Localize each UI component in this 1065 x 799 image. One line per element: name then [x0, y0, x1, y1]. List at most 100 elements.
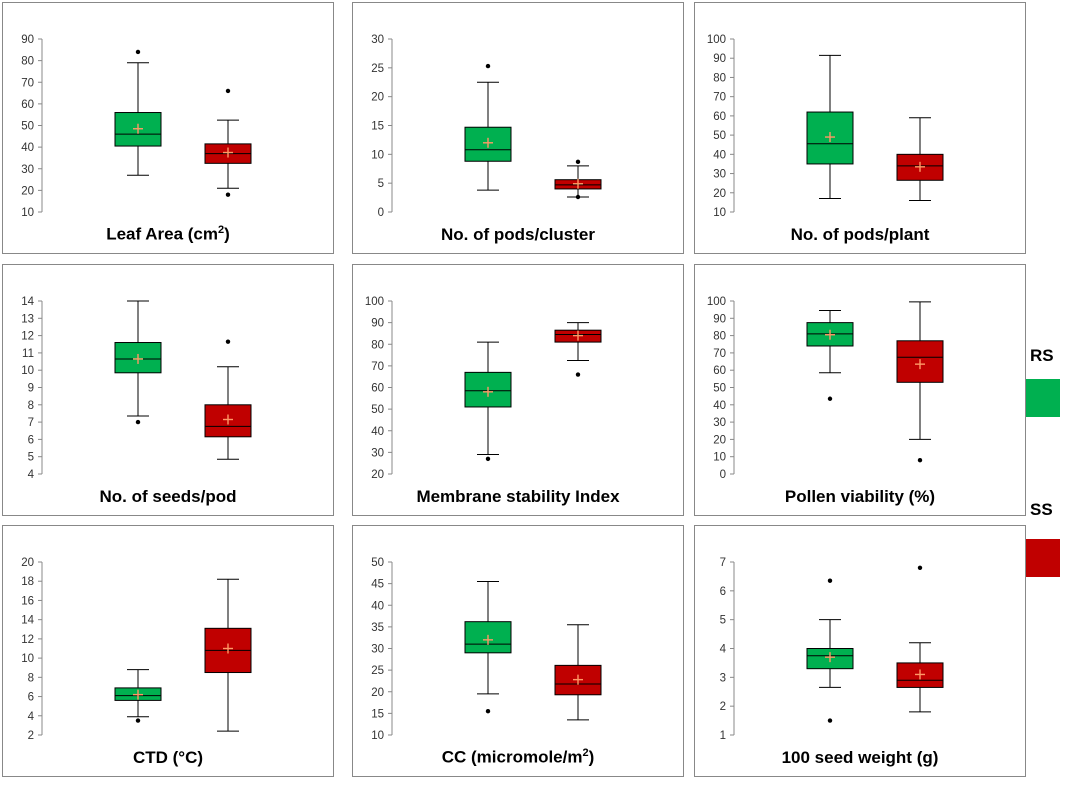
y-tick-label: 15 [371, 121, 384, 133]
y-tick-label: 20 [371, 687, 384, 699]
y-tick-label: 16 [21, 595, 34, 607]
box-rs [114, 669, 162, 723]
y-tick-label: 30 [371, 447, 384, 459]
box-ss [204, 88, 252, 197]
y-tick-label: 90 [371, 318, 384, 330]
outlier-point [485, 709, 491, 714]
y-tick-label: 40 [713, 400, 726, 412]
chart-title-suffix: ) [588, 748, 595, 767]
chart-panel-9: 1 2 3 4 5 6 7 100 seed weight (g) [694, 525, 1026, 777]
y-tick-label: 2 [720, 701, 726, 713]
chart-title-text: Pollen viability (%) [784, 487, 936, 506]
y-tick-label: 12 [21, 634, 34, 646]
box-rs [806, 54, 854, 200]
y-tick-label: 100 [365, 296, 384, 308]
y-tick-label: 20 [371, 469, 384, 481]
chart-title-text: No. of pods/plant [790, 225, 930, 244]
y-tick-label: 20 [21, 557, 34, 569]
chart-title: CC (micromole/m2) [353, 747, 683, 768]
y-tick-label: 10 [21, 653, 34, 665]
outlier-point [485, 456, 491, 462]
y-tick-label: 6 [720, 586, 726, 598]
y-tick-label: 5 [720, 615, 726, 627]
y-tick-label: 5 [378, 178, 384, 190]
chart-title: Membrane stability Index [353, 487, 683, 507]
y-tick-label: 5 [28, 452, 34, 464]
chart-panel-4: 4 5 6 7 8 9 10 11 12 13 14 No. of seeds/pod [2, 264, 334, 516]
y-tick-label: 30 [21, 164, 34, 176]
chart-panel-3: 10 20 30 40 50 60 70 80 90 100 No. of pods/plant [694, 2, 1026, 254]
chart-title: CTD (°C) [3, 748, 333, 768]
chart-title-text: No. of seeds/pod [99, 487, 237, 506]
y-tick-label: 100 [707, 34, 726, 46]
chart-svg: 4 5 6 7 8 9 10 11 12 13 14 [21, 296, 252, 481]
y-tick-label: 60 [713, 365, 726, 377]
y-tick-label: 40 [21, 142, 34, 154]
y-tick-label: 30 [371, 34, 384, 46]
y-tick-label: 1 [720, 730, 726, 742]
y-tick-label: 50 [371, 404, 384, 416]
outlier-point [917, 457, 923, 463]
outlier-point [135, 718, 141, 723]
legend-swatch-ss [1026, 539, 1060, 577]
chart-panel-5: 20 30 40 50 60 70 80 90 100 Membrane stability In… [352, 264, 684, 516]
y-tick-label: 2 [28, 730, 34, 742]
box-rs [806, 310, 854, 401]
y-tick-label: 6 [28, 692, 34, 704]
outlier-point [827, 578, 833, 583]
chart-panel-8: 10 15 20 25 30 35 40 45 50 CC (micromole/m2) [352, 525, 684, 777]
y-tick-label: 4 [28, 469, 35, 481]
chart-title: Pollen viability (%) [695, 487, 1025, 507]
outlier-point [225, 88, 231, 94]
y-tick-label: 50 [21, 121, 34, 133]
y-tick-label: 30 [713, 417, 726, 429]
legend-label-ss: SS [1030, 500, 1053, 519]
y-tick-label: 30 [371, 644, 384, 656]
y-tick-label: 70 [371, 361, 384, 373]
chart-title-superscript: 2 [582, 747, 589, 760]
y-tick-label: 7 [28, 417, 34, 429]
y-tick-label: 50 [713, 130, 726, 142]
legend-label-rs: RS [1030, 346, 1054, 365]
y-tick-label: 90 [21, 34, 34, 46]
y-tick-label: 14 [21, 296, 34, 308]
y-tick-label: 10 [21, 207, 34, 219]
chart-svg: 0 10 20 30 40 50 60 70 80 90 100 [707, 296, 944, 481]
chart-panel-7: 2 4 6 8 10 12 14 16 18 20 CTD (°C) [2, 525, 334, 777]
box-ss [554, 624, 602, 721]
box-ss [896, 117, 944, 201]
chart-title-suffix: ) [224, 225, 230, 244]
chart-panel-6: 0 10 20 30 40 50 60 70 80 90 100 Pollen viability (… [694, 264, 1026, 516]
y-tick-label: 14 [21, 615, 34, 627]
box-rs [464, 63, 512, 191]
y-tick-label: 50 [713, 383, 726, 395]
y-tick-label: 40 [371, 426, 384, 438]
y-tick-label: 70 [21, 77, 34, 89]
box-rs [114, 49, 162, 176]
y-tick-label: 60 [21, 99, 34, 111]
outlier-point [135, 419, 141, 425]
y-tick-label: 4 [720, 644, 727, 656]
chart-title-text: No. of pods/cluster [441, 225, 595, 244]
y-tick-label: 20 [713, 434, 726, 446]
chart-title: No. of seeds/pod [3, 487, 333, 507]
chart-svg: 0 5 10 15 20 25 30 [371, 34, 602, 219]
y-tick-label: 8 [28, 400, 34, 412]
chart-svg: 10 20 30 40 50 60 70 80 90 [21, 34, 252, 219]
chart-title: No. of pods/cluster [353, 225, 683, 245]
outlier-point [575, 372, 581, 377]
y-tick-label: 0 [720, 469, 726, 481]
box-ss [896, 301, 944, 463]
y-tick-label: 40 [713, 149, 726, 161]
chart-svg: 1 2 3 4 5 6 7 [720, 557, 944, 742]
y-tick-label: 80 [21, 56, 34, 68]
outlier-point [485, 63, 491, 69]
chart-title: 100 seed weight (g) [695, 748, 1025, 768]
y-tick-label: 20 [371, 92, 384, 104]
y-tick-label: 60 [713, 111, 726, 123]
y-tick-label: 40 [371, 600, 384, 612]
y-tick-label: 80 [713, 331, 726, 343]
chart-panel-1: 10 20 30 40 50 60 70 80 90 Leaf Area (cm2) [2, 2, 334, 254]
y-tick-label: 70 [713, 348, 726, 360]
y-tick-label: 10 [713, 207, 726, 219]
